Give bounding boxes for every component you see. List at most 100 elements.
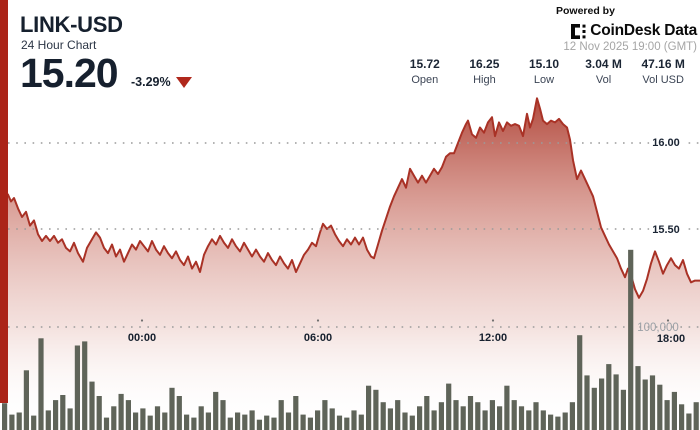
volume-bar — [613, 374, 619, 430]
current-price: 15.20 — [20, 50, 119, 96]
volume-bar — [162, 412, 168, 430]
volume-bar — [45, 410, 51, 430]
stat-low: 15.10 Low — [514, 57, 574, 86]
stats-row: 15.72 Open 16.25 High 15.10 Low 3.04 M V… — [395, 57, 693, 86]
volume-bar — [366, 385, 372, 430]
volume-bar — [562, 412, 568, 430]
volume-bar — [679, 404, 685, 430]
volume-bar — [67, 408, 73, 430]
volume-bar — [417, 406, 423, 430]
volume-bar — [424, 396, 430, 430]
powered-by-label: Powered by — [556, 5, 615, 17]
x-axis-label-1200: 12:00 — [478, 332, 508, 344]
volume-bar — [307, 417, 313, 430]
coindesk-logo-icon — [571, 23, 586, 39]
volume-bar — [446, 383, 452, 430]
volume-axis-label: 100,000 — [637, 322, 679, 334]
stat-vol-usd-label: Vol USD — [642, 74, 684, 86]
volume-bar — [285, 412, 292, 430]
volume-bar — [351, 410, 357, 430]
stat-open-value: 15.72 — [409, 57, 440, 71]
volume-bar — [497, 406, 503, 430]
page-title: LINK-USD — [20, 12, 123, 37]
volume-bar — [511, 400, 517, 430]
y-axis-label-16: 16.00 — [649, 137, 683, 149]
volume-bar — [402, 412, 408, 430]
volume-bar — [271, 417, 277, 430]
volume-bar — [489, 400, 495, 430]
stat-vol-label: Vol — [595, 74, 612, 86]
volume-bar — [184, 414, 190, 430]
volume-bar — [9, 414, 15, 430]
volume-bar — [569, 402, 575, 430]
volume-bar — [628, 249, 634, 430]
volume-bar — [235, 412, 241, 430]
volume-bar — [176, 396, 182, 430]
volume-bar — [409, 415, 415, 430]
stat-high-label: High — [473, 74, 496, 86]
volume-bar — [256, 419, 262, 430]
volume-bar — [642, 379, 648, 430]
price-line — [7, 97, 700, 299]
volume-bar — [526, 410, 532, 430]
x-axis-label-1800: 18:00 — [656, 333, 686, 345]
volume-bar — [555, 416, 561, 430]
volume-bar — [693, 402, 699, 430]
x-axis-label-0600: 06:00 — [303, 332, 333, 344]
volume-bar — [213, 391, 219, 430]
volume-bar — [140, 408, 146, 430]
volume-bar — [599, 378, 605, 430]
volume-bar — [154, 406, 161, 430]
logo-word-data: Data — [664, 22, 697, 39]
volume-bar — [53, 400, 59, 430]
volume-bar — [475, 402, 481, 430]
volume-bar — [467, 396, 474, 430]
volume-bar — [31, 415, 37, 430]
volume-bar — [103, 417, 110, 430]
volume-bar — [336, 415, 343, 430]
volume-bar — [387, 408, 393, 430]
stat-high: 16.25 High — [455, 57, 515, 86]
stat-vol-usd-value: 47.16 M — [641, 57, 685, 71]
stat-open: 15.72 Open — [395, 57, 455, 86]
volume-bar — [82, 341, 88, 430]
volume-bar — [74, 345, 80, 430]
volume-bar — [380, 402, 386, 430]
volume-bar — [60, 395, 66, 430]
volume-bar — [264, 415, 270, 430]
volume-bar — [460, 406, 466, 430]
volume-bar — [293, 396, 299, 430]
price-area-fill — [8, 98, 700, 430]
volume-bar — [227, 417, 233, 430]
volume-bar — [249, 410, 255, 430]
volume-bar — [315, 410, 321, 430]
volume-bar — [89, 381, 95, 430]
volume-bar — [322, 400, 328, 430]
volume-bar — [453, 400, 459, 430]
stat-low-value: 15.10 — [528, 57, 559, 71]
volume-bar — [518, 406, 525, 430]
volume-bar — [671, 391, 677, 430]
coindesk-logo-text: CoinDesk Data — [590, 22, 697, 40]
volume-bar — [482, 410, 488, 430]
stat-open-label: Open — [411, 74, 439, 86]
volume-bar — [329, 408, 335, 430]
volume-bar — [96, 396, 102, 430]
volume-bar — [649, 375, 656, 430]
logo-word-coindesk: CoinDesk — [590, 22, 661, 39]
stat-high-value: 16.25 — [469, 57, 500, 71]
dotted-gridlines — [8, 142, 700, 328]
stat-vol-value: 3.04 M — [585, 57, 622, 71]
volume-bar — [133, 412, 139, 430]
stat-vol-usd: 47.16 M Vol USD — [633, 57, 693, 86]
volume-bar — [300, 414, 306, 430]
volume-bar — [591, 387, 597, 430]
volume-bar — [620, 389, 626, 430]
volume-bar — [344, 417, 350, 430]
volume-bar — [548, 414, 554, 430]
volume-bar — [38, 338, 44, 430]
chart-subtitle: 24 Hour Chart — [21, 38, 97, 52]
volume-bar — [16, 412, 22, 430]
volume-bar — [169, 387, 175, 430]
volume-bar — [242, 414, 248, 430]
